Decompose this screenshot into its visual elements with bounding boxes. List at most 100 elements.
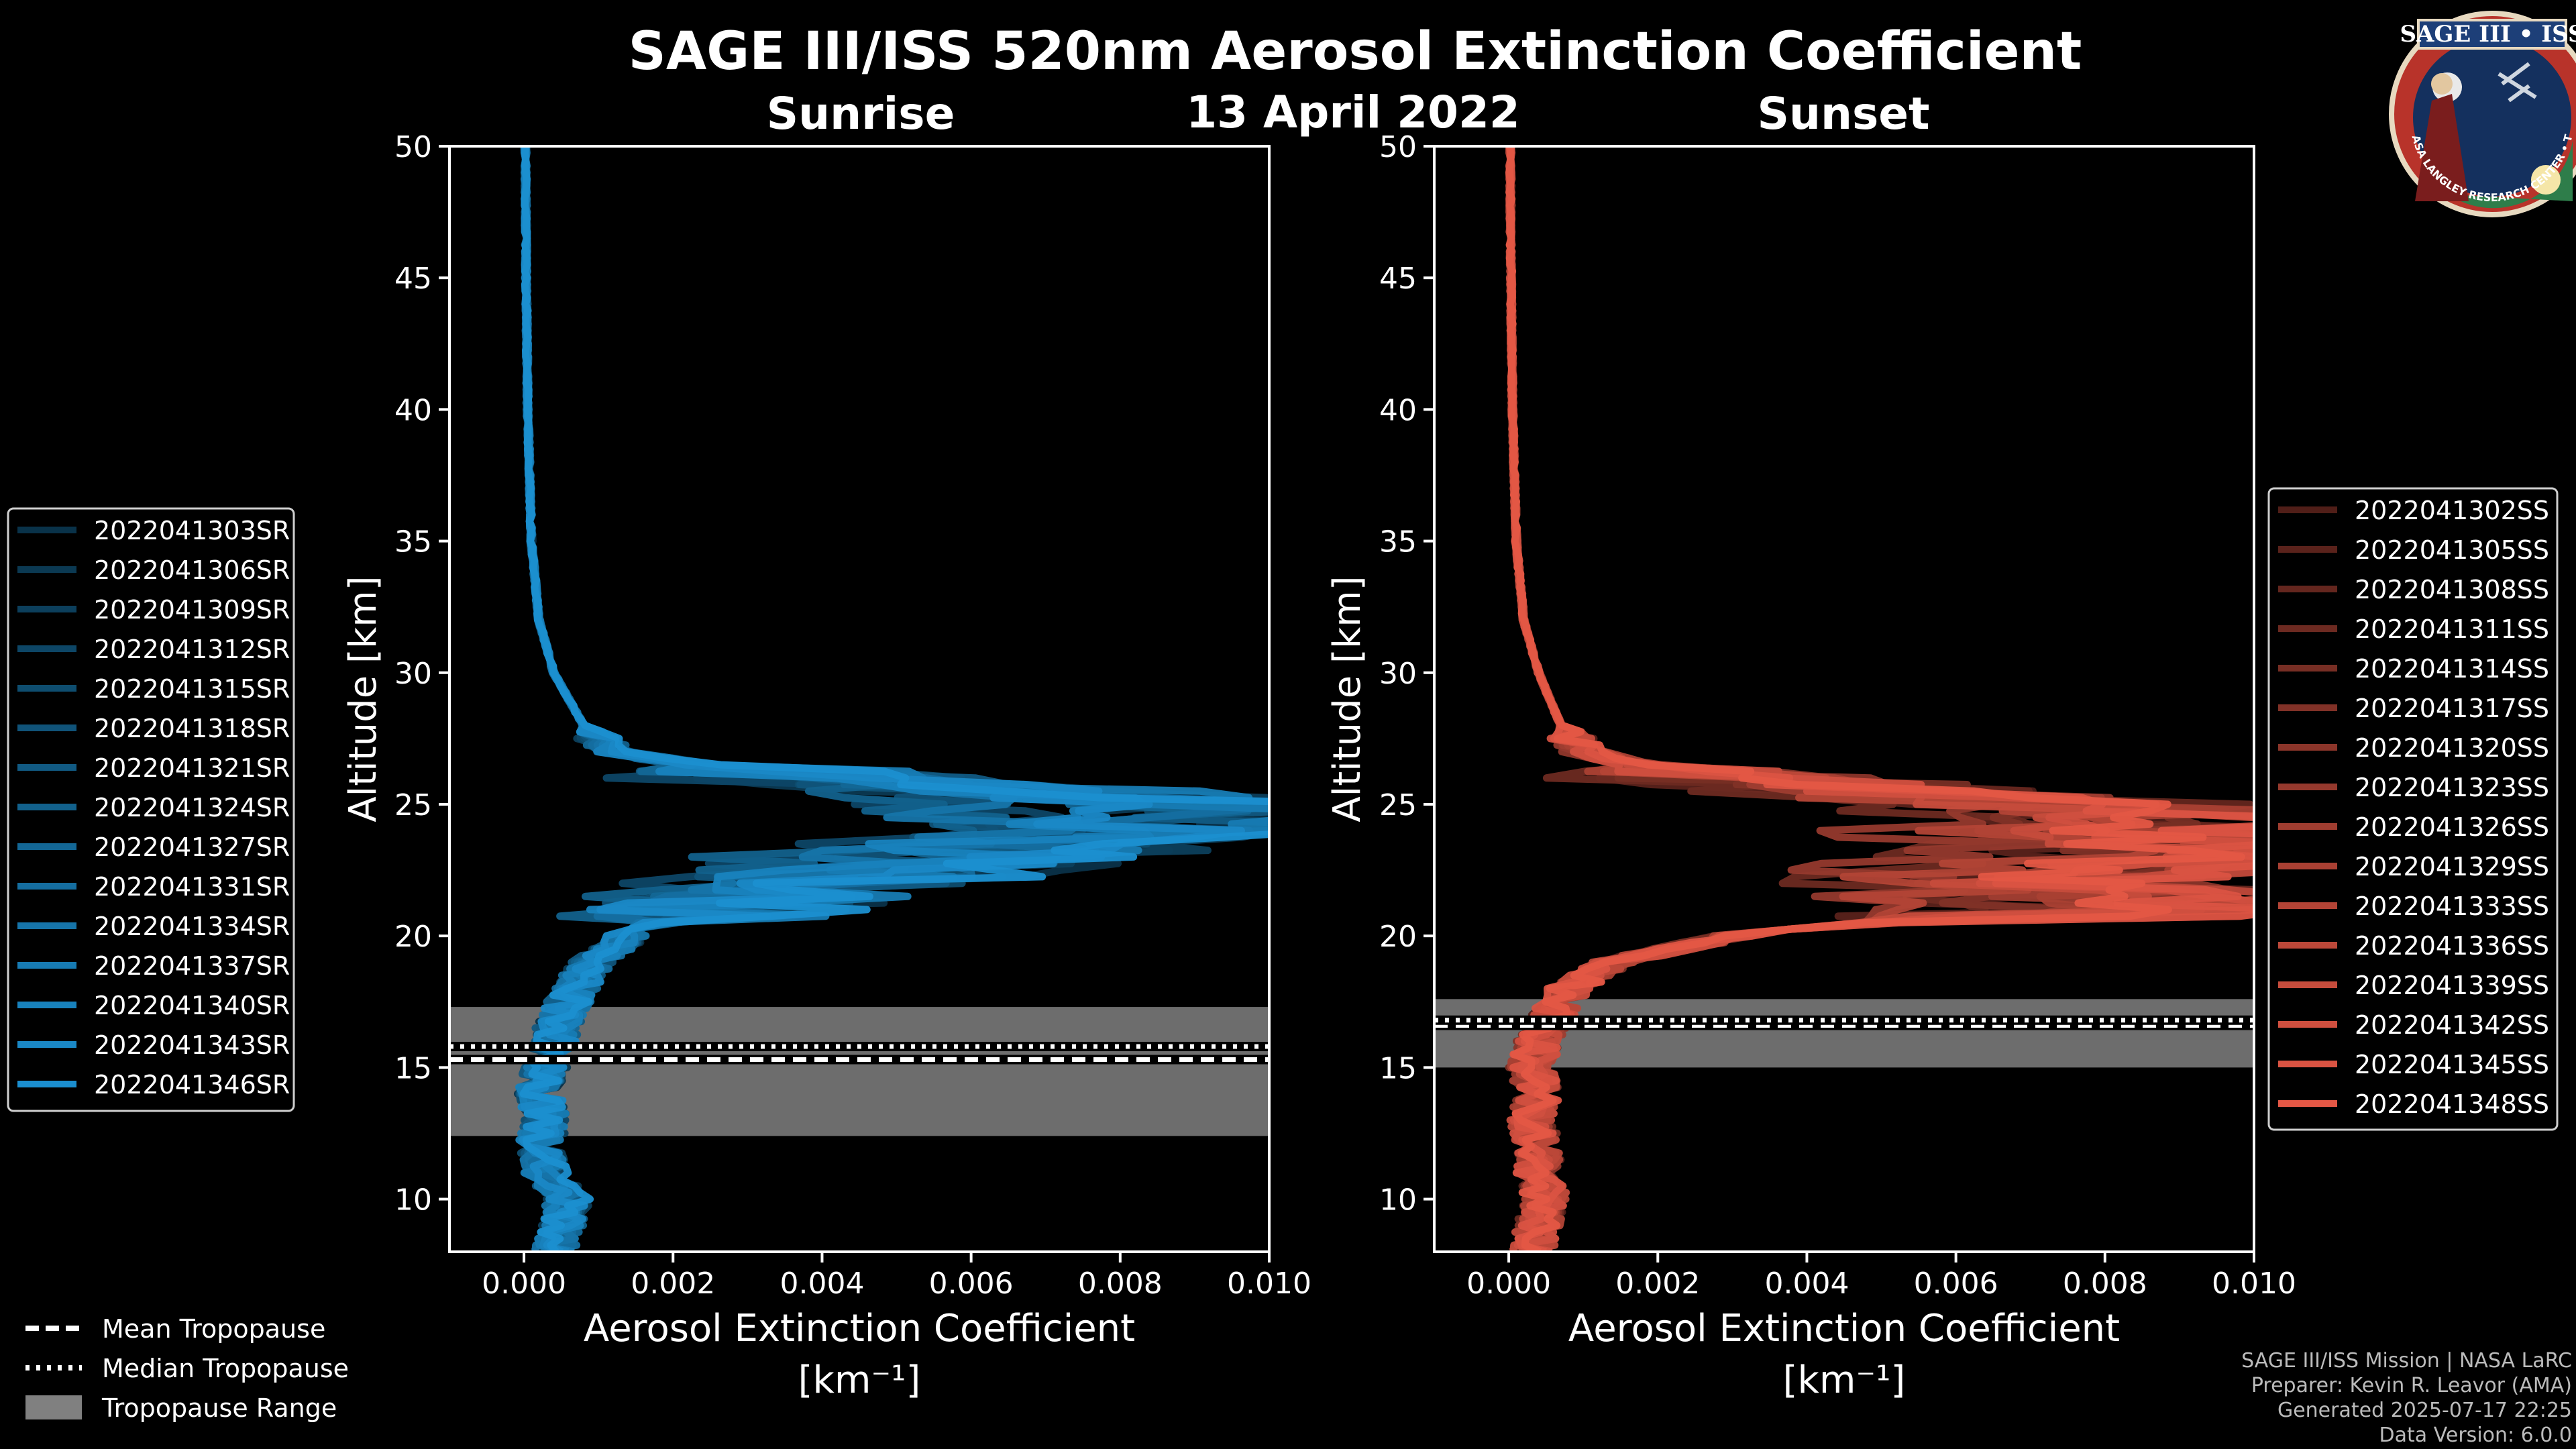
legend-label: Median Tropopause <box>102 1354 349 1383</box>
credit-line: Preparer: Kevin R. Leavor (AMA) <box>2251 1374 2572 1397</box>
ytick-label: 50 <box>1379 130 1417 164</box>
figure-date: 13 April 2022 <box>1186 87 1520 138</box>
legend-label: 2022041326SS <box>2355 812 2549 842</box>
legend-label: 2022041327SR <box>94 833 290 862</box>
sunset-xlabel: Aerosol Extinction Coefficient <box>1568 1307 2120 1350</box>
xtick-label: 0.000 <box>1466 1267 1551 1301</box>
tropopause-legend: Mean Tropopause Median Tropopause Tropopau… <box>25 1314 349 1423</box>
credit-line: Data Version: 6.0.0 <box>2379 1424 2572 1447</box>
ytick-label: 10 <box>1379 1183 1417 1218</box>
legend-swatch-range <box>25 1395 82 1419</box>
ytick-label: 30 <box>394 657 432 691</box>
xtick-label: 0.004 <box>1764 1267 1849 1301</box>
legend-label: 2022041346SR <box>94 1070 290 1099</box>
xtick-label: 0.008 <box>1078 1267 1163 1301</box>
ytick-label: 20 <box>394 920 432 954</box>
sunset-ylabel: Altitude [km] <box>1326 576 1369 822</box>
ytick-label: 15 <box>1379 1051 1417 1085</box>
iss-station-icon <box>2498 62 2537 103</box>
series-line-2022041346SR <box>519 146 1269 1252</box>
ytick-label: 35 <box>394 525 432 559</box>
sunrise-legend: 2022041303SR 2022041306SR 2022041309SR 2022… <box>7 507 295 1112</box>
sunset-legend: 2022041302SS 2022041305SS 2022041308SS 2022… <box>2267 487 2559 1131</box>
sunrise-xlabel: Aerosol Extinction Coefficient <box>584 1307 1135 1350</box>
sunset-axis-ticks: 10 15 20 25 30 35 40 45 50 0.000 0.002 0.004 0.006 0.… <box>1379 130 2296 1301</box>
legend-label: 2022041333SS <box>2355 892 2549 921</box>
ytick-label: 40 <box>1379 393 1417 427</box>
legend-label: 2022041340SR <box>94 991 290 1020</box>
legend-label: 2022041343SR <box>94 1030 290 1060</box>
ytick-label: 45 <box>394 262 432 296</box>
legend-label: 2022041337SR <box>94 951 290 981</box>
legend-label: 2022041318SR <box>94 714 290 743</box>
legend-label: 2022041315SR <box>94 674 290 704</box>
sunrise-plot-frame <box>448 145 1271 1253</box>
legend-label: 2022041348SS <box>2355 1089 2549 1119</box>
xtick-label: 0.002 <box>631 1267 715 1301</box>
astronomer-head-icon <box>2431 73 2453 95</box>
astronomer-figure-icon <box>2415 94 2469 201</box>
legend-label: Mean Tropopause <box>102 1314 325 1344</box>
sunrise-tropopause-lines <box>449 1041 1269 1065</box>
ytick-label: 20 <box>1379 920 1417 954</box>
credits: SAGE III/ISS Mission | NASA LaRC Prepare… <box>2241 1349 2572 1447</box>
sunset-plot-frame <box>1433 145 2255 1253</box>
figure-title: SAGE III/ISS 520nm Aerosol Extinction Co… <box>629 21 2082 82</box>
legend-label: 2022041303SR <box>94 516 290 545</box>
sunrise-axis-ticks: 10 15 20 25 30 35 40 45 50 0.000 0.002 0.004 0.006 0.… <box>394 130 1311 1301</box>
xtick-label: 0.010 <box>1227 1267 1311 1301</box>
legend-label: 2022041321SR <box>94 753 290 783</box>
sunrise-series-layer <box>514 146 1269 1252</box>
legend-label: 2022041312SR <box>94 635 290 664</box>
legend-label: 2022041317SS <box>2355 694 2549 723</box>
legend-label: 2022041331SR <box>94 872 290 902</box>
legend-label: 2022041306SR <box>94 555 290 585</box>
legend-label: 2022041329SS <box>2355 852 2549 881</box>
legend-label: 2022041334SR <box>94 912 290 941</box>
tropopause-range-band <box>449 1007 1269 1136</box>
sunrise-xunit: [km⁻¹] <box>798 1358 921 1402</box>
xtick-label: 0.006 <box>1914 1267 1998 1301</box>
legend-label: 2022041314SS <box>2355 654 2549 684</box>
xtick-label: 0.000 <box>482 1267 566 1301</box>
legend-label: Tropopause Range <box>101 1393 337 1423</box>
xtick-label: 0.006 <box>929 1267 1014 1301</box>
sunset-xunit: [km⁻¹] <box>1783 1358 1906 1402</box>
sunrise-legend-box <box>7 507 295 1112</box>
ytick-label: 50 <box>394 130 432 164</box>
ytick-label: 30 <box>1379 657 1417 691</box>
legend-label: 2022041311SS <box>2355 614 2549 644</box>
legend-label: 2022041302SS <box>2355 496 2549 525</box>
sun-icon <box>2531 165 2561 195</box>
ytick-label: 25 <box>394 788 432 822</box>
credit-line: Generated 2025-07-17 22:25 <box>2277 1399 2572 1422</box>
logo-banner <box>2417 19 2567 50</box>
sunset-panel-title: Sunset <box>1757 88 1929 140</box>
xtick-label: 0.008 <box>2063 1267 2147 1301</box>
xtick-label: 0.004 <box>780 1267 864 1301</box>
xtick-label: 0.010 <box>2212 1267 2296 1301</box>
legend-label: 2022041336SS <box>2355 931 2549 961</box>
sunset-chart: 10 15 20 25 30 35 40 45 50 0.000 0.002 0.004 0.006 0.… <box>1326 130 2296 1402</box>
legend-label: 2022041339SS <box>2355 971 2549 1000</box>
sunrise-ylabel: Altitude [km] <box>341 576 385 822</box>
legend-label: 2022041342SS <box>2355 1010 2549 1040</box>
ytick-label: 15 <box>394 1051 432 1085</box>
legend-label: 2022041309SR <box>94 595 290 625</box>
legend-label: 2022041345SS <box>2355 1050 2549 1079</box>
ytick-label: 10 <box>394 1183 432 1218</box>
legend-label: 2022041320SS <box>2355 733 2549 763</box>
legend-label: 2022041324SR <box>94 793 290 822</box>
ytick-label: 45 <box>1379 262 1417 296</box>
legend-label: 2022041308SS <box>2355 575 2549 604</box>
sunrise-tropopause-layer <box>449 1007 1269 1136</box>
credit-line: SAGE III/ISS Mission | NASA LaRC <box>2241 1349 2572 1373</box>
sunset-legend-box <box>2267 487 2559 1131</box>
legend-label: 2022041323SS <box>2355 773 2549 802</box>
ytick-label: 40 <box>394 393 432 427</box>
ytick-label: 25 <box>1379 788 1417 822</box>
series-line-2022041348SS <box>1505 146 2245 1252</box>
ytick-label: 35 <box>1379 525 1417 559</box>
